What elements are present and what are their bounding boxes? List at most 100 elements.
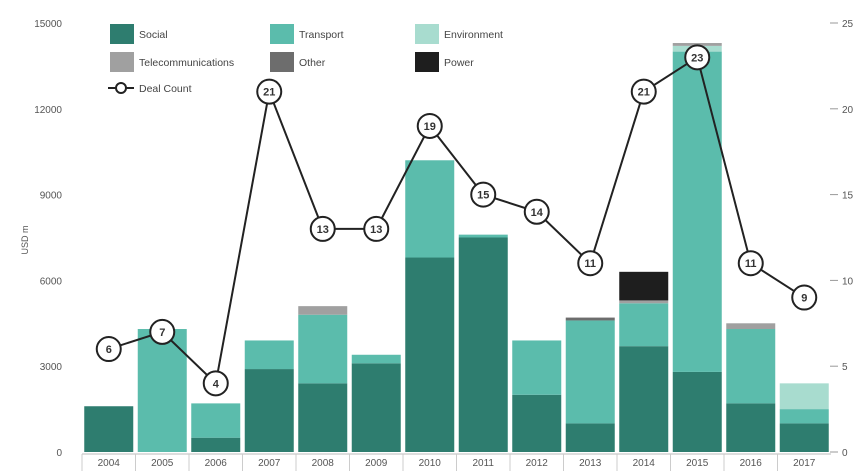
bar-segment-transport bbox=[458, 234, 508, 238]
legend-label: Telecommunications bbox=[139, 57, 234, 69]
deal-count-point bbox=[309, 215, 336, 242]
x-tick-label: 2009 bbox=[365, 458, 388, 469]
bar-segment-transport bbox=[244, 340, 294, 370]
deal-count-label: 13 bbox=[317, 224, 329, 236]
legend-marker-deal-count bbox=[115, 82, 127, 94]
bar-segment-transport bbox=[619, 303, 669, 347]
bar-segment-transport bbox=[726, 329, 776, 404]
legend-label: Environment bbox=[444, 29, 503, 41]
y-tick-label: 9000 bbox=[40, 191, 63, 202]
bar-segment-social bbox=[405, 257, 455, 452]
x-tick-label: 2017 bbox=[793, 458, 816, 469]
deal-count-line: 6 7 4 21 13 13 19 15 14 11 21 23 11 9 bbox=[95, 44, 818, 397]
deal-count-point bbox=[791, 284, 818, 311]
x-tick-label: 2008 bbox=[312, 458, 335, 469]
bar-segment-social bbox=[458, 237, 508, 452]
deal-count-label: 7 bbox=[159, 327, 165, 339]
deal-count-label: 11 bbox=[584, 258, 596, 270]
bar-segment-social bbox=[565, 423, 615, 452]
x-tick-label: 2010 bbox=[419, 458, 442, 469]
y2-tick-label: 0 bbox=[842, 448, 848, 459]
deal-count-label: 19 bbox=[424, 121, 436, 133]
y-tick-label: 12000 bbox=[34, 105, 62, 116]
bar-segment-transport bbox=[565, 320, 615, 424]
bar-segment-transport bbox=[298, 314, 348, 384]
bar-segment-social bbox=[191, 437, 241, 452]
x-tick-label: 2013 bbox=[579, 458, 602, 469]
legend-label: Transport bbox=[299, 29, 344, 41]
bar-segment-transport bbox=[672, 51, 722, 372]
y2-tick-label: 25 bbox=[842, 19, 854, 30]
deal-count-label: 13 bbox=[370, 224, 382, 236]
deal-count-point bbox=[523, 198, 550, 225]
deal-count-label: 4 bbox=[213, 378, 220, 390]
legend-label: Social bbox=[139, 29, 168, 41]
bar-segment-telecommunications bbox=[298, 306, 348, 315]
deal-count-label: 14 bbox=[531, 207, 544, 219]
bar-segment-social bbox=[84, 406, 134, 452]
legend-swatch-social bbox=[110, 24, 134, 44]
deal-count-label: 21 bbox=[638, 87, 650, 99]
bar-segment-telecommunications bbox=[726, 323, 776, 330]
bar-segment-social bbox=[244, 369, 294, 452]
bar-segment-power bbox=[619, 271, 669, 301]
bar-segment-social bbox=[672, 371, 722, 452]
legend-label: Deal Count bbox=[139, 83, 192, 95]
deal-count-label: 21 bbox=[263, 87, 275, 99]
x-tick-label: 2012 bbox=[526, 458, 549, 469]
bar-segment-other bbox=[565, 317, 615, 321]
bar-segment-social bbox=[726, 403, 776, 452]
deal-count-point bbox=[202, 370, 229, 397]
deal-count-label: 15 bbox=[477, 190, 489, 202]
deal-count-point bbox=[577, 250, 604, 277]
deal-count-point bbox=[256, 78, 283, 105]
axes: 0 3000 6000 9000 12000 15000 0 5 10 15 20 25 USD m 20… bbox=[20, 19, 854, 471]
y-tick-label: 3000 bbox=[40, 362, 63, 373]
legend: Social Transport Environment Telecommunicat… bbox=[108, 24, 503, 95]
deal-count-label: 9 bbox=[801, 293, 807, 305]
legend-swatch-transport bbox=[270, 24, 294, 44]
deal-count-point bbox=[630, 78, 657, 105]
deal-count-point bbox=[737, 250, 764, 277]
deal-count-point bbox=[363, 215, 390, 242]
bar-segment-social bbox=[779, 423, 829, 452]
y2-tick-label: 5 bbox=[842, 362, 848, 373]
deal-count-label: 6 bbox=[106, 344, 112, 356]
y-axis-label: USD m bbox=[20, 226, 30, 255]
bar-segment-transport bbox=[779, 409, 829, 424]
x-tick-label: 2005 bbox=[151, 458, 174, 469]
bar-segment-telecommunications bbox=[619, 300, 669, 304]
bar-segment-social bbox=[512, 394, 562, 452]
bar-segment-social bbox=[351, 363, 401, 452]
deal-count-point bbox=[470, 181, 497, 208]
x-tick-label: 2016 bbox=[740, 458, 763, 469]
bar-segment-social bbox=[619, 346, 669, 452]
bar-segment-transport bbox=[137, 329, 187, 452]
deal-count-label: 23 bbox=[691, 52, 703, 64]
bar-segment-transport bbox=[191, 403, 241, 438]
bar-segment-transport bbox=[351, 354, 401, 364]
y-tick-label: 6000 bbox=[40, 276, 63, 287]
legend-swatch-power bbox=[415, 52, 439, 72]
deal-count-point bbox=[95, 336, 122, 363]
deal-count-point bbox=[684, 44, 711, 71]
deal-count-label: 11 bbox=[745, 258, 757, 270]
bars bbox=[84, 43, 829, 452]
legend-swatch-telecommunications bbox=[110, 52, 134, 72]
y2-tick-label: 15 bbox=[842, 191, 854, 202]
x-tick-label: 2007 bbox=[258, 458, 281, 469]
x-tick-label: 2015 bbox=[686, 458, 709, 469]
y-tick-label: 0 bbox=[56, 448, 62, 459]
bar-segment-social bbox=[298, 383, 348, 452]
x-tick-label: 2004 bbox=[98, 458, 121, 469]
y2-tick-label: 10 bbox=[842, 276, 854, 287]
y2-tick-label: 20 bbox=[842, 105, 854, 116]
legend-swatch-environment bbox=[415, 24, 439, 44]
deal-count-point bbox=[149, 318, 176, 345]
legend-label: Other bbox=[299, 57, 326, 69]
bar-segment-transport bbox=[512, 340, 562, 395]
legend-label: Power bbox=[444, 57, 474, 69]
x-tick-label: 2014 bbox=[633, 458, 656, 469]
legend-swatch-other bbox=[270, 52, 294, 72]
